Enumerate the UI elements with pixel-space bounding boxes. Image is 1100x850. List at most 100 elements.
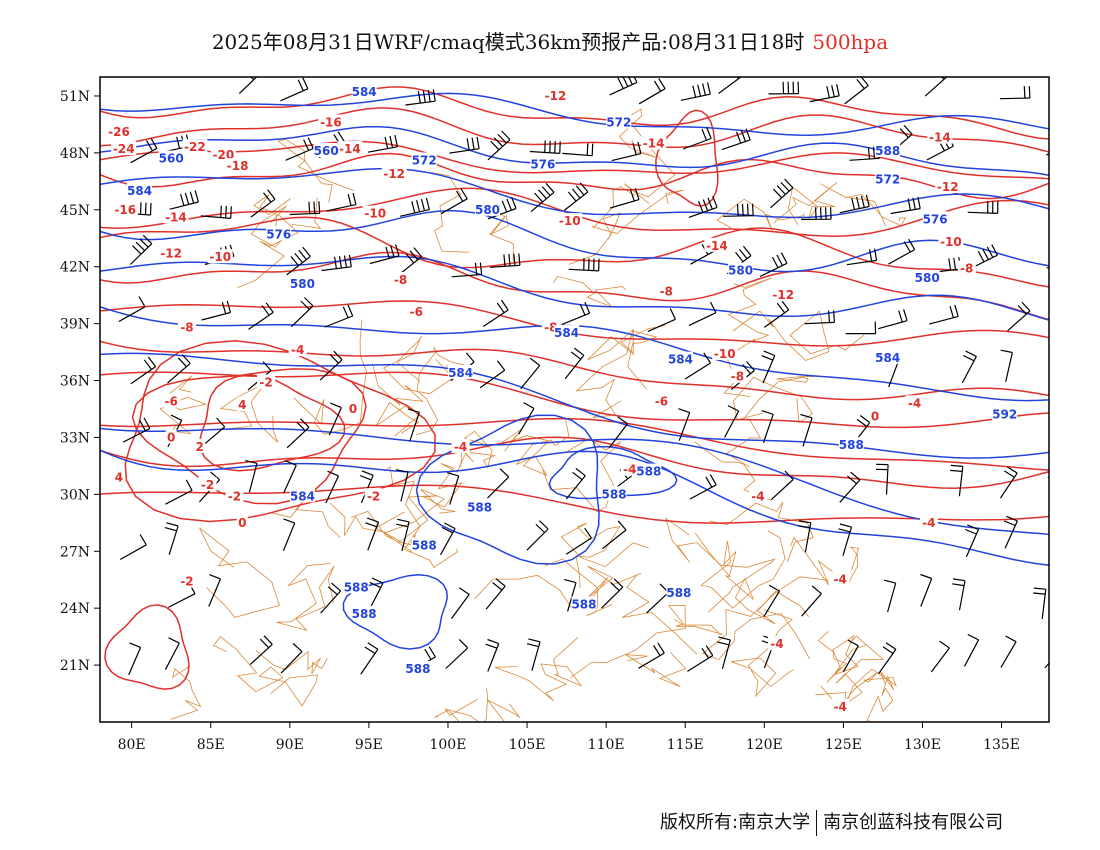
height-label: 572 bbox=[606, 116, 631, 130]
wind-barb bbox=[759, 252, 788, 278]
wind-barb bbox=[365, 517, 380, 551]
x-tick-label: 130E bbox=[904, 737, 941, 753]
height-label: 560 bbox=[159, 152, 184, 166]
boundary-line bbox=[382, 336, 454, 395]
temperature-label-bg bbox=[869, 408, 881, 423]
temperature-isoline bbox=[100, 340, 1049, 401]
temperature-label: -14 bbox=[929, 131, 951, 145]
temperature-label: -4 bbox=[751, 489, 764, 503]
temperature-label-bg bbox=[225, 158, 251, 173]
wind-barb bbox=[846, 248, 878, 266]
boundary-line bbox=[350, 510, 416, 553]
x-tick-label: 120E bbox=[746, 737, 783, 753]
temperature-label-bg bbox=[210, 146, 236, 161]
height-label-bg bbox=[922, 211, 948, 226]
wind-barb bbox=[638, 642, 665, 669]
y-tick-label: 21N bbox=[60, 658, 90, 674]
height-label-bg bbox=[448, 364, 474, 379]
temperature-label: -16 bbox=[114, 203, 136, 217]
wind-barb bbox=[1044, 662, 1049, 669]
wind-barb bbox=[721, 128, 751, 151]
x-tick-label: 115E bbox=[667, 737, 704, 753]
temperature-label: -10 bbox=[559, 214, 581, 228]
wind-barb bbox=[684, 352, 711, 380]
boundary-line bbox=[199, 527, 280, 618]
temperature-label: 2 bbox=[195, 440, 203, 454]
wind-barb bbox=[565, 527, 592, 555]
footer: 版权所有:南京大学 南京创蓝科技有限公司 bbox=[660, 808, 1003, 836]
wind-barb bbox=[1003, 515, 1018, 549]
height-label: 588 bbox=[875, 144, 900, 158]
wind-barb bbox=[487, 468, 510, 499]
contour-labels-layer: -12-16-26-14 -14 -14-24 -22-20-18-12-12-16-… bbox=[106, 84, 1017, 714]
wind-barb bbox=[164, 522, 179, 555]
boundary-line bbox=[625, 652, 687, 688]
boundary-line bbox=[591, 186, 684, 234]
wind-barb bbox=[165, 479, 193, 505]
boundary-line bbox=[587, 325, 666, 361]
wind-barb bbox=[440, 522, 456, 556]
height-label: 588 bbox=[352, 607, 377, 621]
height-label: 560 bbox=[314, 144, 339, 158]
wind-barb bbox=[563, 182, 589, 211]
wind-barb bbox=[367, 134, 398, 153]
wind-barb bbox=[130, 137, 158, 164]
wind-barb bbox=[761, 350, 776, 384]
wind-barb bbox=[487, 197, 517, 220]
temperature-label: -2 bbox=[228, 489, 241, 503]
temperature-isoline bbox=[100, 417, 1049, 471]
wind-barb bbox=[608, 416, 628, 449]
height-loop bbox=[342, 574, 448, 650]
chart-title: 2025年08月31日WRF/cmaq模式36km预报产品:08月31日18时 5… bbox=[0, 26, 1100, 55]
wind-barb bbox=[561, 301, 591, 325]
height-label: 588 bbox=[344, 580, 369, 594]
wind-barb bbox=[801, 585, 822, 617]
wind-barb bbox=[164, 637, 180, 670]
wind-barb bbox=[1046, 267, 1049, 269]
temperature-label: -26 bbox=[108, 125, 130, 139]
height-label-bg bbox=[571, 596, 597, 611]
wind-barb bbox=[638, 78, 666, 105]
temperature-label-bg bbox=[451, 438, 470, 453]
x-tick-label: 90E bbox=[276, 737, 304, 753]
temperature-label-bg bbox=[652, 393, 671, 408]
wind-barb bbox=[445, 638, 469, 669]
x-tick-label: 125E bbox=[825, 737, 862, 753]
boundary-line bbox=[773, 182, 837, 225]
temperature-label-bg bbox=[364, 488, 383, 503]
wind-barb bbox=[723, 203, 754, 217]
temperature-isoline bbox=[100, 436, 1049, 489]
plot-frame bbox=[99, 76, 1050, 723]
boundary-line bbox=[815, 668, 897, 711]
temperature-contours bbox=[100, 86, 1049, 690]
temperature-isoline bbox=[100, 86, 1049, 140]
boundary-line bbox=[694, 441, 771, 501]
height-label: 572 bbox=[412, 153, 437, 167]
wind-barb bbox=[119, 534, 147, 561]
wind-barb bbox=[809, 84, 840, 103]
temperature-label-bg bbox=[905, 395, 924, 410]
footer-separator bbox=[816, 810, 818, 836]
y-tick-label: 42N bbox=[60, 260, 90, 276]
temperature-label: -10 bbox=[209, 250, 231, 264]
temperature-label: -2 bbox=[201, 478, 214, 492]
wind-barb bbox=[717, 636, 731, 670]
temperature-label-bg bbox=[748, 488, 767, 503]
wind-barb bbox=[565, 467, 586, 500]
wind-barb bbox=[770, 470, 794, 501]
height-label-bg bbox=[475, 201, 501, 216]
height-label: 580 bbox=[290, 277, 315, 291]
y-tick-label: 45N bbox=[60, 203, 90, 219]
temperature-label-bg bbox=[207, 249, 233, 264]
boundary-line bbox=[866, 670, 895, 722]
wind-barb bbox=[451, 262, 483, 278]
wind-barb bbox=[325, 470, 340, 504]
boundary-line bbox=[700, 530, 786, 609]
wind-barb bbox=[529, 140, 561, 154]
boundary-line bbox=[560, 522, 649, 589]
wind-barb bbox=[283, 460, 297, 493]
temperature-label-bg bbox=[165, 429, 177, 444]
temperature-label: -4 bbox=[834, 700, 847, 714]
wind-barb bbox=[568, 258, 600, 272]
wind-barb bbox=[320, 582, 342, 614]
